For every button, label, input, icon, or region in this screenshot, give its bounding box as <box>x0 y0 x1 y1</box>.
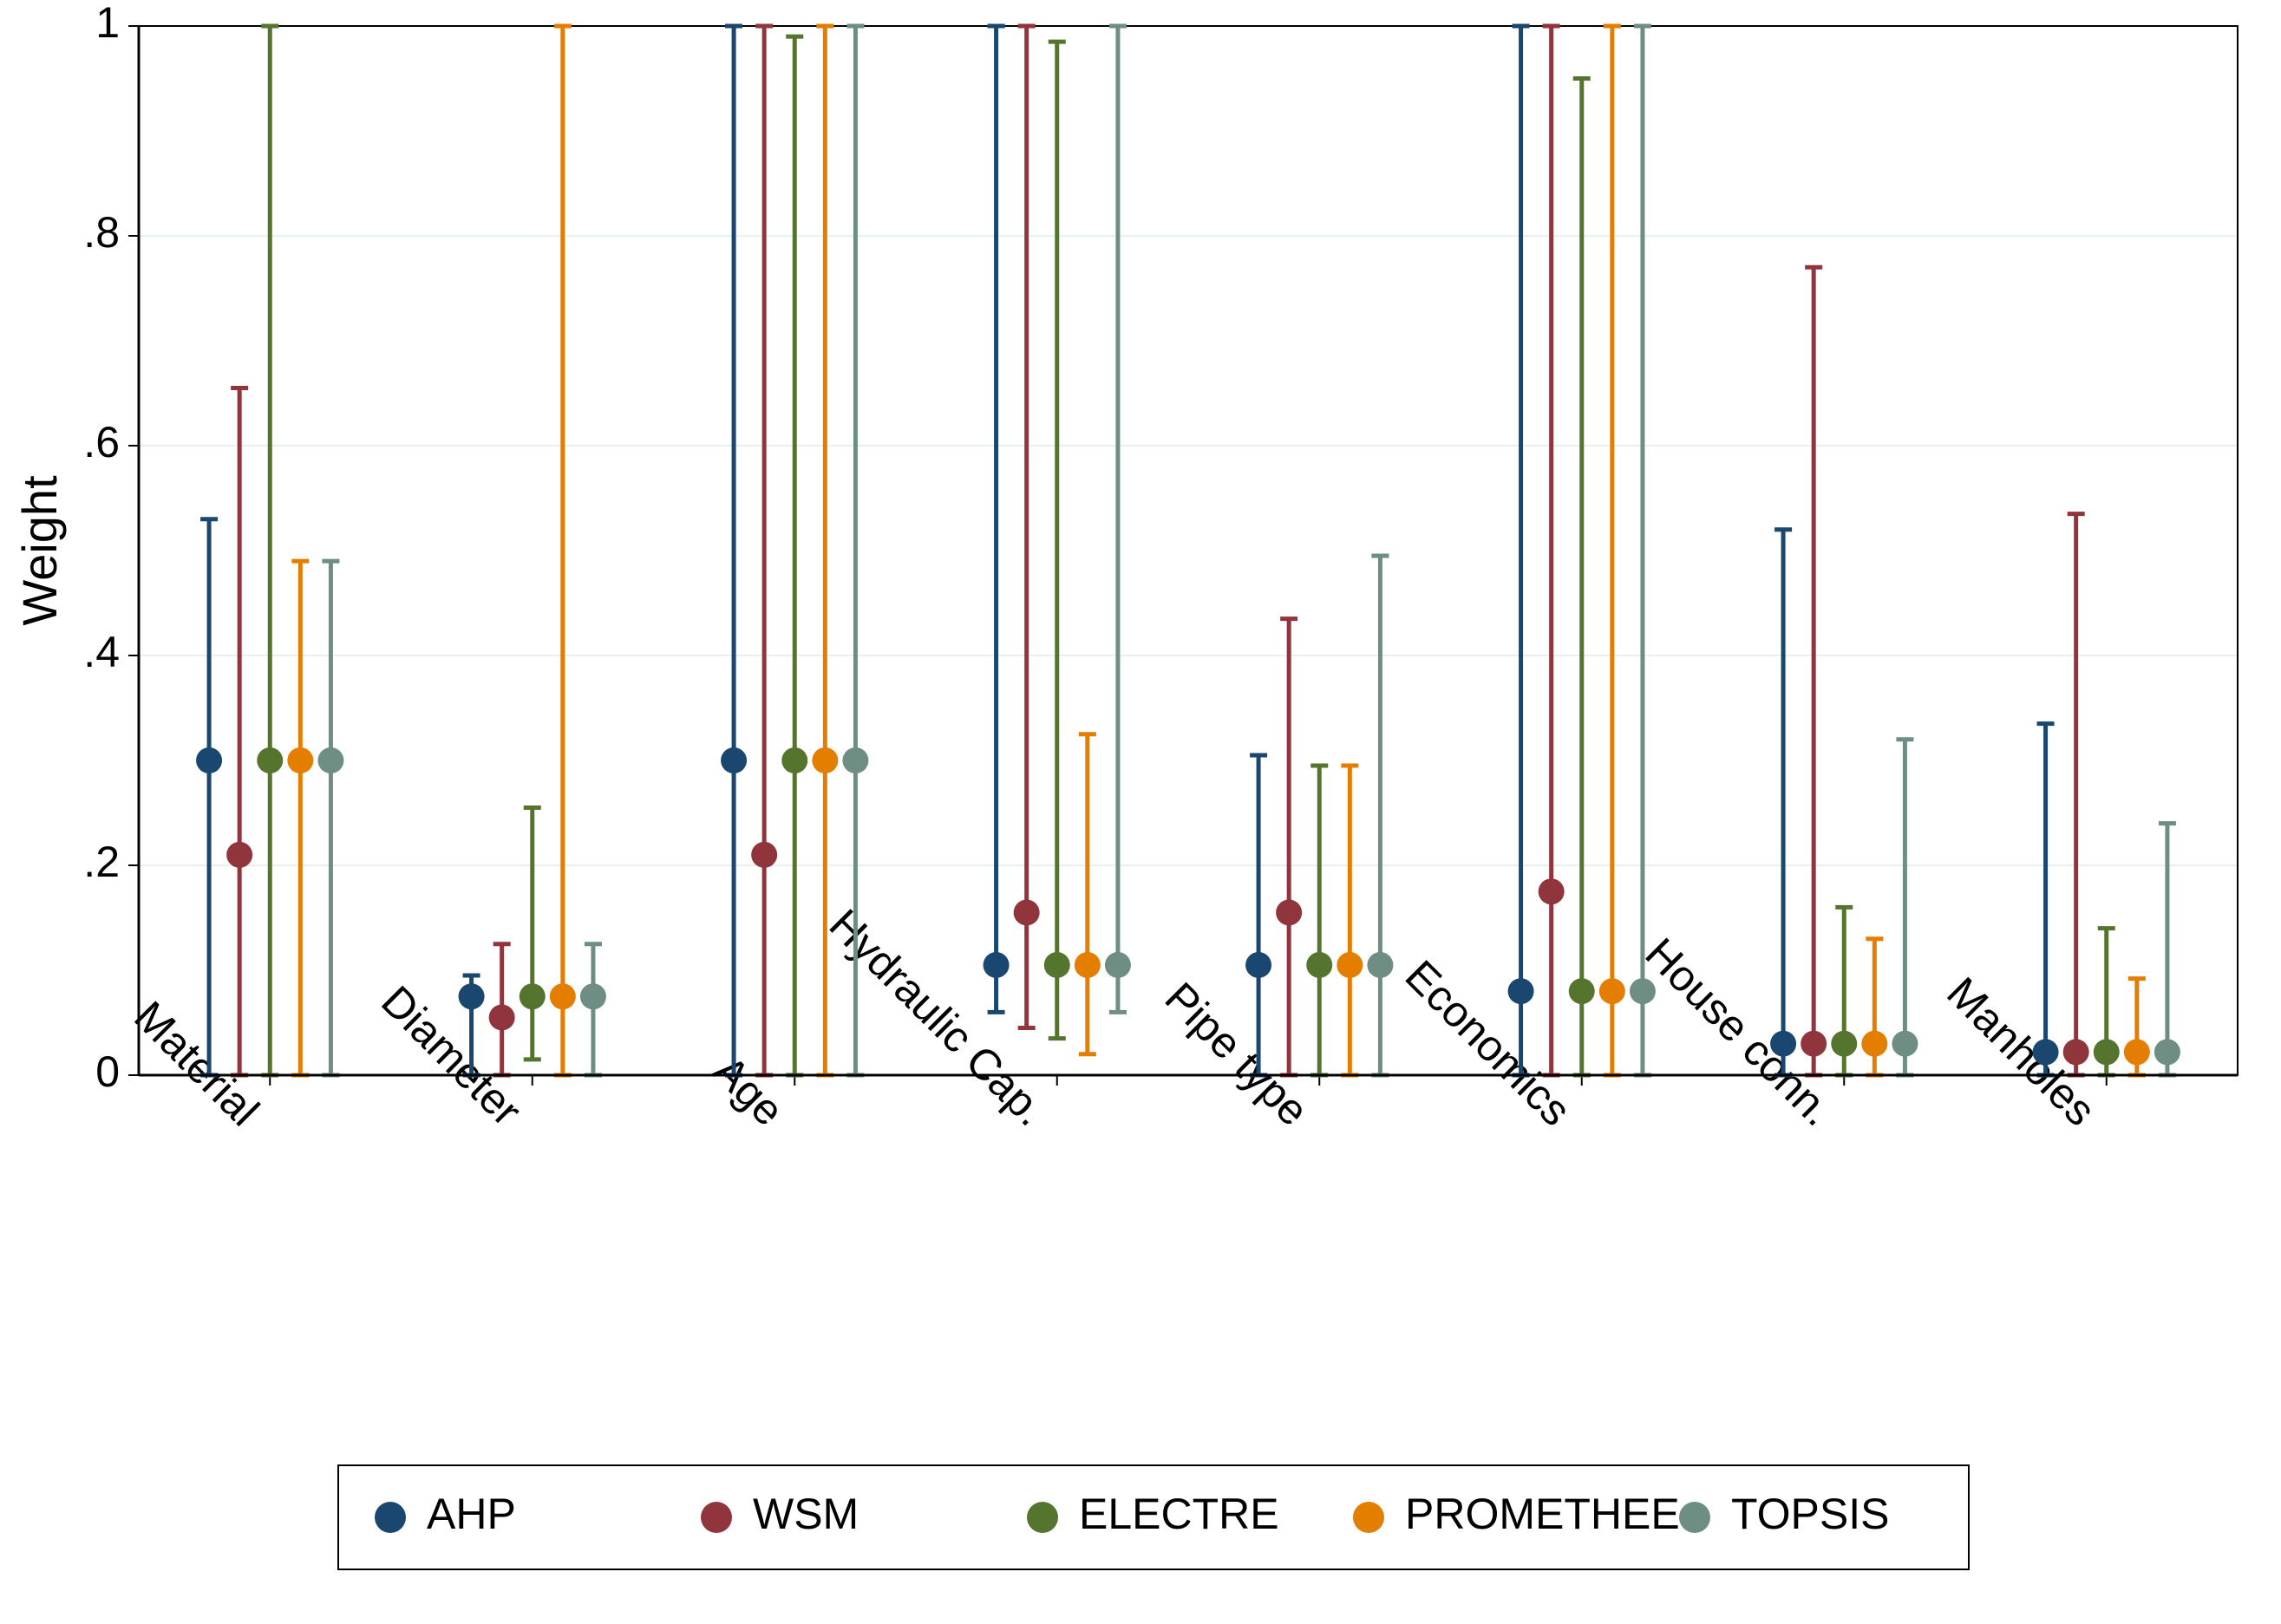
point-marker <box>1539 878 1565 904</box>
x-tick-label: Pipe type <box>1156 973 1318 1135</box>
legend-label: PROMETHEE <box>1405 1490 1680 1538</box>
x-tick-label: Material <box>125 992 268 1135</box>
point-marker <box>1044 952 1070 978</box>
legend-marker <box>375 1502 406 1533</box>
legend-marker <box>1027 1502 1058 1533</box>
point-marker <box>1105 952 1131 978</box>
point-marker <box>1599 978 1625 1004</box>
point-marker <box>317 747 343 773</box>
legend-label: ELECTRE <box>1079 1490 1279 1538</box>
point-marker <box>1831 1031 1857 1057</box>
y-axis-label: Weight <box>12 475 67 626</box>
y-tick-label: .8 <box>83 208 120 257</box>
point-marker <box>1306 952 1332 978</box>
legend-marker <box>1353 1502 1384 1533</box>
point-marker <box>2094 1039 2120 1065</box>
point-marker <box>1861 1031 1887 1057</box>
point-marker <box>2154 1039 2180 1065</box>
point-marker <box>2124 1039 2150 1065</box>
legend-marker <box>701 1502 732 1533</box>
legend-label: WSM <box>753 1490 859 1538</box>
point-marker <box>721 747 747 773</box>
point-marker <box>257 747 283 773</box>
point-marker <box>2033 1039 2059 1065</box>
point-marker <box>520 983 546 1009</box>
chart-stage: 0.2.4.6.81WeightMaterialDiameterAgeHydra… <box>0 0 2281 1624</box>
data-layer <box>196 26 2180 1075</box>
legend-marker <box>1679 1502 1710 1533</box>
point-marker <box>550 983 576 1009</box>
point-marker <box>1770 1031 1796 1057</box>
point-marker <box>580 983 606 1009</box>
y-tick-label: .6 <box>83 418 120 466</box>
point-marker <box>1075 952 1101 978</box>
point-marker <box>1801 1031 1827 1057</box>
legend-label: AHP <box>427 1490 516 1538</box>
point-marker <box>459 983 485 1009</box>
point-marker <box>1569 978 1595 1004</box>
point-marker <box>1276 899 1302 925</box>
point-marker <box>226 842 252 868</box>
point-marker <box>489 1004 515 1030</box>
point-marker <box>1245 952 1271 978</box>
chart-svg: 0.2.4.6.81WeightMaterialDiameterAgeHydra… <box>0 0 2281 1624</box>
point-marker <box>751 842 777 868</box>
point-marker <box>781 747 807 773</box>
y-tick-label: .2 <box>83 838 120 886</box>
point-marker <box>287 747 313 773</box>
point-marker <box>196 747 222 773</box>
y-tick-label: 1 <box>95 0 120 47</box>
x-tick-label: Age <box>704 1047 794 1136</box>
point-marker <box>1367 952 1393 978</box>
y-tick-label: 0 <box>95 1047 120 1096</box>
point-marker <box>1014 899 1040 925</box>
point-marker <box>812 747 838 773</box>
point-marker <box>1508 978 1534 1004</box>
point-marker <box>1337 952 1363 978</box>
y-axis: 0 .2 .4 .6 .8 1 Weight <box>12 0 139 1096</box>
x-tick-label: Diameter <box>372 976 531 1135</box>
point-marker <box>984 952 1010 978</box>
point-marker <box>842 747 868 773</box>
legend-label: TOPSIS <box>1731 1490 1889 1538</box>
y-tick-label: .4 <box>83 628 120 676</box>
point-marker <box>1630 978 1656 1004</box>
point-marker <box>1892 1031 1918 1057</box>
legend: AHP WSM ELECTRE PROMETHEE TOPSIS <box>338 1465 1969 1569</box>
plot-frame <box>139 26 2238 1075</box>
point-marker <box>2063 1039 2089 1065</box>
gridlines <box>139 26 2238 1075</box>
